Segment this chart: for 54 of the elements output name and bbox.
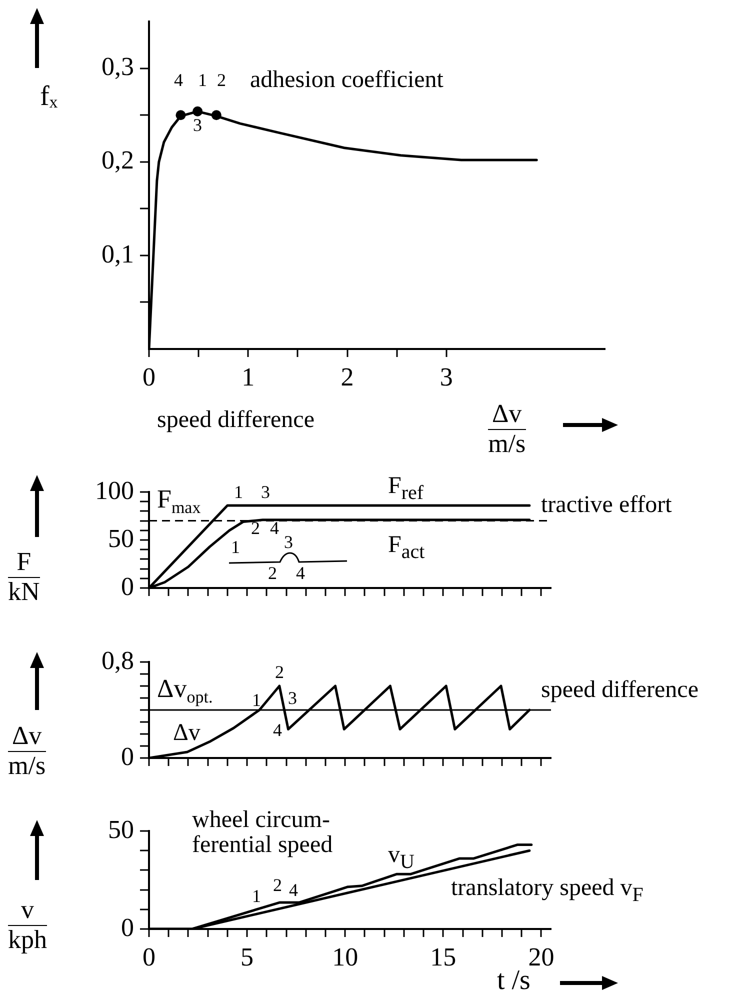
annotation: tractive effort	[541, 492, 672, 518]
y-axis-title: Δv m/s	[8, 721, 46, 780]
y-tick-label: 0	[121, 742, 134, 771]
y-axis-title: v kph	[8, 895, 47, 954]
annotation: 1	[252, 690, 261, 710]
x-tick-label: 20	[528, 942, 554, 972]
annotation: 3	[193, 115, 202, 135]
y-tick-label: 50	[108, 524, 134, 553]
annotation: 4	[270, 518, 279, 538]
y-tick-label: 0,8	[102, 646, 134, 675]
y-tick-label: 100	[95, 476, 134, 505]
annotation: 4	[296, 563, 305, 583]
annotation: wheel circum- ferential speed	[192, 807, 333, 858]
annotation: 1	[234, 482, 243, 502]
annotation: v$_{U}$	[388, 842, 414, 873]
annotation: F$_{ref}$	[388, 473, 424, 504]
x-tick-label: 10	[332, 942, 358, 972]
annotation: 1	[231, 537, 240, 557]
y-tick-label: 0	[121, 572, 134, 601]
annotation: translatory speed v$_{F}$	[451, 875, 644, 906]
annotation: 4	[273, 720, 282, 740]
annotation: speed difference	[541, 677, 698, 704]
x-tick-label: 0	[142, 942, 156, 972]
y-tick-label: 50	[108, 814, 134, 844]
y-tick-label: 0,3	[102, 52, 134, 82]
annotation: adhesion coefficient	[250, 67, 444, 94]
x-axis-title: Δv m/s	[488, 399, 526, 458]
annotation: 3	[288, 688, 297, 708]
annotation: 2	[275, 662, 284, 682]
text: speed difference	[157, 407, 314, 434]
x-tick-label: 1	[242, 362, 255, 392]
x-tick-label: 0	[142, 362, 156, 392]
annotation: 4	[289, 880, 298, 900]
annotation: 3	[284, 532, 293, 552]
annotation: 4	[174, 70, 183, 90]
x-tick-label: 15	[430, 942, 456, 972]
annotation: Δv	[173, 720, 200, 746]
annotation: 2	[268, 563, 277, 583]
x-tick-label: 3	[440, 362, 453, 392]
y-axis-title: F kN	[8, 547, 40, 606]
y-tick-label: 0,1	[102, 239, 134, 268]
annotation: 2	[251, 518, 260, 538]
x-tick-label: 2	[340, 362, 354, 392]
x-axis-title: t /s	[497, 965, 530, 992]
annotation: 2	[217, 70, 226, 90]
x-tick-label: 5	[240, 942, 254, 972]
y-tick-label: 0,2	[102, 146, 134, 175]
y-tick-label: 0	[121, 912, 134, 942]
annotation: 2	[273, 875, 282, 895]
annotation: 1	[252, 886, 261, 906]
annotation: 3	[261, 482, 270, 502]
y-axis-title: fₓ	[40, 81, 58, 112]
annotation: 1	[198, 70, 207, 90]
annotation: F$_{act}$	[388, 532, 425, 563]
